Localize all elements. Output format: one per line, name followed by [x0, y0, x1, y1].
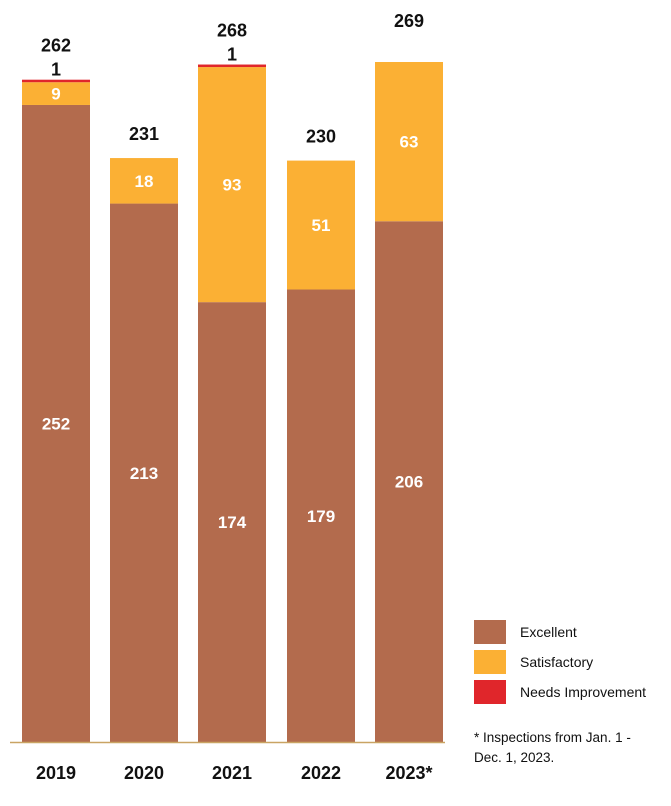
- x-tick-label-2023: 2023*: [385, 763, 432, 783]
- legend: Excellent Satisfactory Needs Improvement: [474, 617, 646, 707]
- data-label-satisfactory-2020: 18: [135, 172, 154, 191]
- legend-label-excellent: Excellent: [520, 624, 577, 640]
- data-label-excellent-2023: 206: [395, 473, 423, 492]
- data-label-excellent-2020: 213: [130, 464, 158, 483]
- data-label-excellent-2019: 252: [42, 414, 70, 433]
- legend-swatch-excellent: [474, 620, 506, 644]
- legend-swatch-needs-improvement: [474, 680, 506, 704]
- legend-item-excellent: Excellent: [474, 617, 646, 647]
- legend-item-needs-improvement: Needs Improvement: [474, 677, 646, 707]
- footnote: * Inspections from Jan. 1 - Dec. 1, 2023…: [474, 730, 631, 765]
- data-label-satisfactory-2021: 93: [223, 176, 242, 195]
- bar-needs-improvement-2021: [198, 64, 266, 68]
- bar-needs-improvement-2019: [22, 79, 90, 83]
- x-tick-label-2019: 2019: [36, 763, 76, 783]
- data-label-excellent-2021: 174: [218, 513, 247, 532]
- total-label-2023: 269: [394, 11, 424, 31]
- x-tick-label-2020: 2020: [124, 763, 164, 783]
- bar-satisfactory-2022: [287, 160, 355, 290]
- total-label-2022: 230: [306, 127, 336, 147]
- data-label-satisfactory-2019: 9: [51, 85, 60, 104]
- bar-excellent-2019: [22, 104, 90, 742]
- data-label-satisfactory-2022: 51: [312, 216, 331, 235]
- data-label-needs-improvement-2021: 1: [227, 45, 237, 65]
- data-label-excellent-2022: 179: [307, 507, 335, 526]
- bar-excellent-2022: [287, 289, 355, 742]
- bar-excellent-2023: [375, 221, 443, 743]
- bar-satisfactory-2023: [375, 62, 443, 222]
- x-tick-label-2022: 2022: [301, 763, 341, 783]
- data-label-needs-improvement-2019: 1: [51, 60, 61, 80]
- legend-swatch-satisfactory: [474, 650, 506, 674]
- data-label-satisfactory-2023: 63: [400, 133, 419, 152]
- total-label-2019: 262: [41, 36, 71, 56]
- legend-item-satisfactory: Satisfactory: [474, 647, 646, 677]
- legend-label-satisfactory: Satisfactory: [520, 654, 594, 670]
- bar-excellent-2020: [110, 203, 178, 742]
- total-label-2020: 231: [129, 124, 159, 144]
- x-tick-label-2021: 2021: [212, 763, 252, 783]
- total-label-2021: 268: [217, 21, 247, 41]
- bar-satisfactory-2020: [110, 158, 178, 204]
- bar-excellent-2021: [198, 302, 266, 742]
- bar-satisfactory-2019: [22, 82, 90, 105]
- legend-label-needs-improvement: Needs Improvement: [520, 684, 647, 700]
- bar-satisfactory-2021: [198, 67, 266, 303]
